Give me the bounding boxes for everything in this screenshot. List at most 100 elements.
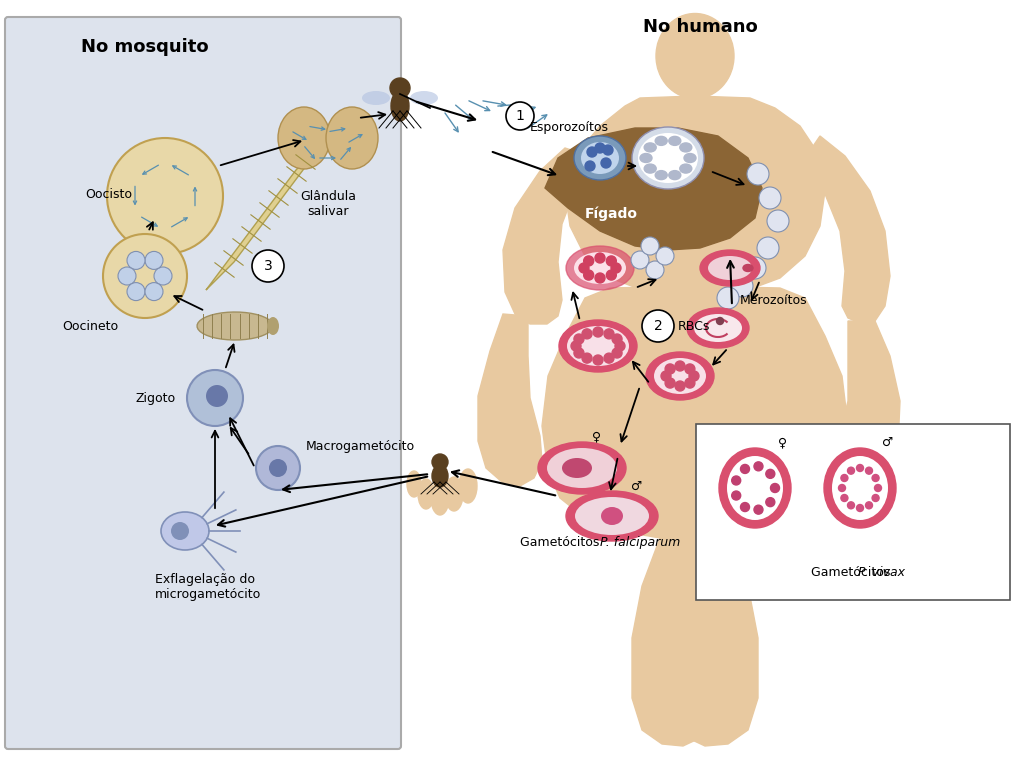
Circle shape [662, 371, 671, 381]
Ellipse shape [700, 250, 760, 286]
Ellipse shape [575, 497, 649, 535]
Ellipse shape [646, 352, 714, 400]
Circle shape [615, 341, 625, 351]
Circle shape [717, 287, 739, 309]
Circle shape [732, 476, 740, 485]
Ellipse shape [669, 171, 681, 179]
Circle shape [603, 145, 613, 155]
Text: Fígado: Fígado [585, 207, 638, 221]
Circle shape [856, 464, 863, 472]
Ellipse shape [680, 143, 692, 152]
Circle shape [841, 495, 848, 502]
Polygon shape [545, 128, 762, 250]
Text: No humano: No humano [643, 18, 758, 36]
Ellipse shape [719, 448, 791, 528]
Circle shape [595, 253, 605, 263]
Circle shape [127, 251, 145, 270]
Circle shape [573, 334, 584, 344]
Circle shape [593, 355, 603, 365]
Circle shape [587, 147, 597, 157]
Circle shape [601, 158, 611, 168]
Text: Gametócitos: Gametócitos [811, 566, 895, 579]
Ellipse shape [601, 507, 623, 525]
Polygon shape [206, 142, 324, 290]
Ellipse shape [708, 256, 752, 280]
Text: Exflagelação do
microgametócito: Exflagelação do microgametócito [155, 573, 261, 601]
Circle shape [585, 161, 595, 171]
Circle shape [604, 329, 614, 339]
Circle shape [593, 327, 603, 337]
Ellipse shape [391, 91, 409, 121]
Circle shape [256, 446, 300, 490]
Ellipse shape [567, 326, 629, 366]
Circle shape [740, 502, 750, 512]
Circle shape [145, 283, 163, 300]
Circle shape [675, 361, 685, 371]
Polygon shape [478, 314, 542, 486]
Circle shape [744, 257, 766, 279]
Ellipse shape [727, 456, 783, 520]
Circle shape [766, 498, 775, 506]
Circle shape [606, 270, 616, 280]
Circle shape [641, 237, 659, 255]
Circle shape [839, 485, 846, 492]
Ellipse shape [655, 136, 668, 146]
Circle shape [103, 234, 187, 318]
Polygon shape [836, 321, 900, 486]
Circle shape [506, 102, 534, 130]
Circle shape [874, 485, 882, 492]
Circle shape [865, 467, 872, 474]
Circle shape [766, 470, 775, 478]
Circle shape [685, 364, 695, 374]
Ellipse shape [559, 320, 637, 372]
Ellipse shape [459, 469, 477, 503]
Circle shape [606, 256, 616, 266]
Ellipse shape [909, 471, 923, 497]
Ellipse shape [407, 471, 421, 497]
Circle shape [731, 275, 753, 297]
Circle shape [770, 483, 779, 493]
Ellipse shape [566, 246, 634, 290]
Circle shape [611, 263, 621, 273]
Circle shape [872, 474, 879, 482]
Ellipse shape [566, 491, 658, 541]
Ellipse shape [362, 91, 390, 105]
Polygon shape [678, 538, 758, 746]
Circle shape [595, 273, 605, 283]
Polygon shape [805, 136, 890, 323]
Ellipse shape [644, 164, 656, 173]
Circle shape [206, 385, 228, 407]
Text: Zigoto: Zigoto [135, 391, 175, 404]
Circle shape [746, 163, 769, 185]
Polygon shape [565, 96, 825, 296]
Circle shape [689, 371, 699, 381]
Ellipse shape [655, 171, 668, 179]
Circle shape [612, 348, 622, 358]
Ellipse shape [669, 136, 681, 146]
Circle shape [848, 502, 854, 509]
Ellipse shape [326, 107, 378, 169]
Circle shape [656, 247, 674, 265]
Circle shape [252, 250, 284, 282]
Text: Oocisto: Oocisto [85, 188, 132, 201]
Ellipse shape [547, 448, 617, 488]
Text: P. falciparum: P. falciparum [600, 536, 680, 549]
Circle shape [646, 261, 664, 279]
Ellipse shape [581, 142, 618, 174]
Ellipse shape [644, 143, 656, 152]
Text: ♂: ♂ [632, 480, 643, 493]
Ellipse shape [574, 136, 626, 180]
Text: Macrogametócito: Macrogametócito [306, 440, 415, 453]
Circle shape [145, 251, 163, 270]
Text: 3: 3 [263, 259, 272, 273]
Circle shape [612, 334, 622, 344]
Circle shape [171, 522, 189, 540]
Circle shape [732, 491, 740, 500]
Ellipse shape [431, 481, 449, 515]
Circle shape [127, 283, 145, 300]
Circle shape [269, 459, 287, 477]
Text: P. vivax: P. vivax [857, 566, 904, 579]
Circle shape [666, 378, 675, 388]
Circle shape [187, 370, 243, 426]
Text: Gametócitos: Gametócitos [520, 536, 603, 549]
